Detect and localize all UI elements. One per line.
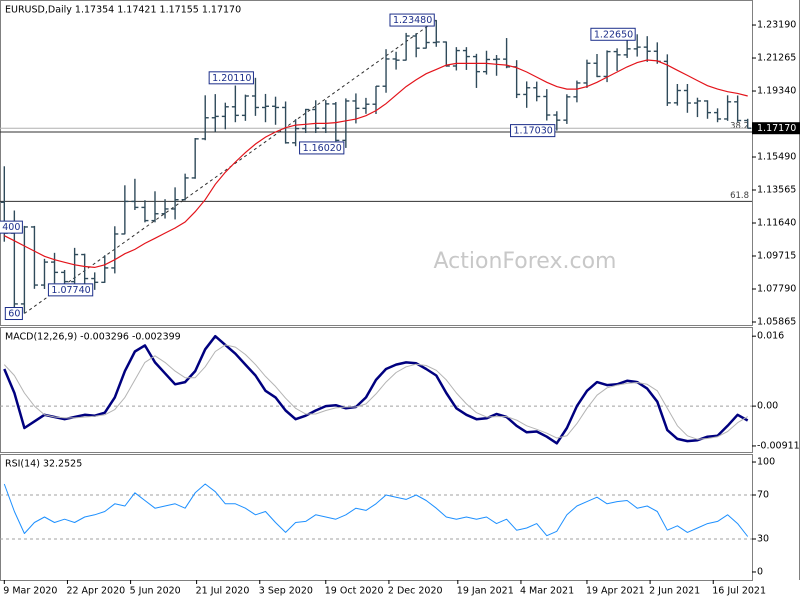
y-tick-label: 1.13565 xyxy=(757,185,796,196)
y-tick-label: 1.09715 xyxy=(757,251,796,262)
x-tick-label: 19 Apr 2021 xyxy=(586,586,645,597)
y-tick-label: 1.11640 xyxy=(757,218,796,229)
annotation-label: 60 xyxy=(8,309,20,320)
x-tick-label: 2 Dec 2020 xyxy=(388,586,443,597)
annotation-box xyxy=(389,13,435,27)
pane-title: RSI(14) 32.2525 xyxy=(5,459,82,470)
annotation-label: 1.22650 xyxy=(594,29,633,40)
x-tick-label: 5 Jun 2020 xyxy=(130,586,181,597)
y-tick-label: -0.009116 xyxy=(757,440,800,451)
indicator-line xyxy=(3,483,749,537)
x-tick-label: 21 Jul 2020 xyxy=(196,586,250,597)
annotation-box xyxy=(4,307,23,321)
fib-label: 38.2 xyxy=(730,121,749,131)
annotation-box xyxy=(590,27,636,41)
x-tick-label: 4 Mar 2021 xyxy=(520,586,574,597)
y-tick-label: 0.00 xyxy=(757,401,778,412)
annotation-box xyxy=(208,71,254,85)
y-tick-label: 100 xyxy=(757,457,775,468)
y-tick-label: 70 xyxy=(757,490,769,501)
annotation-label: 1.07740 xyxy=(51,285,90,296)
x-tick-label: 2 Jun 2021 xyxy=(649,586,700,597)
annotation-box xyxy=(0,220,23,234)
annotation-label: 400 xyxy=(2,222,20,233)
y-tick-label: 30 xyxy=(757,533,769,544)
watermark: ActionForex.com xyxy=(434,249,617,274)
moving-average xyxy=(4,59,748,269)
annotation-label: 1.23480 xyxy=(393,15,432,26)
y-tick-label: 1.21265 xyxy=(757,53,796,64)
annotation-label: 1.20110 xyxy=(212,73,251,84)
x-tick-label: 9 Mar 2020 xyxy=(3,586,57,597)
y-tick-label: 0 xyxy=(757,566,763,577)
annotation-box xyxy=(47,283,94,297)
x-tick-label: 22 Apr 2020 xyxy=(66,586,125,597)
pane-frame xyxy=(0,454,753,581)
y-tick-label: 0.016 xyxy=(757,331,784,342)
y-tick-label: 1.23190 xyxy=(757,20,796,31)
indicator-line xyxy=(3,334,749,445)
pane-frame xyxy=(0,327,753,453)
x-tick-label: 16 Jul 2021 xyxy=(712,586,766,597)
y-tick-label: 1.19340 xyxy=(757,86,796,97)
y-tick-label: 1.05865 xyxy=(757,317,796,328)
annotation-label: 1.17030 xyxy=(514,126,553,137)
x-tick-label: 19 Oct 2020 xyxy=(325,586,384,597)
y-tick-label: 1.07790 xyxy=(757,284,796,295)
annotation-box xyxy=(510,124,556,138)
y-tick-label: 1.15490 xyxy=(757,152,796,163)
price-tag-label: 1.17170 xyxy=(757,123,796,134)
x-tick-label: 3 Sep 2020 xyxy=(259,586,313,597)
pane-title: EURUSD,Daily 1.17354 1.17421 1.17155 1.1… xyxy=(5,5,241,16)
fib-label: 61.8 xyxy=(730,191,749,201)
x-tick-label: 19 Jan 2021 xyxy=(457,586,514,597)
indicator-line xyxy=(3,344,748,440)
price-tag xyxy=(752,122,800,135)
annotation-label: 1.16020 xyxy=(303,143,342,154)
pane-frame xyxy=(0,0,753,326)
pane-title: MACD(12,26,9) -0.003296 -0.002399 xyxy=(5,332,181,343)
annotation-box xyxy=(299,141,345,155)
